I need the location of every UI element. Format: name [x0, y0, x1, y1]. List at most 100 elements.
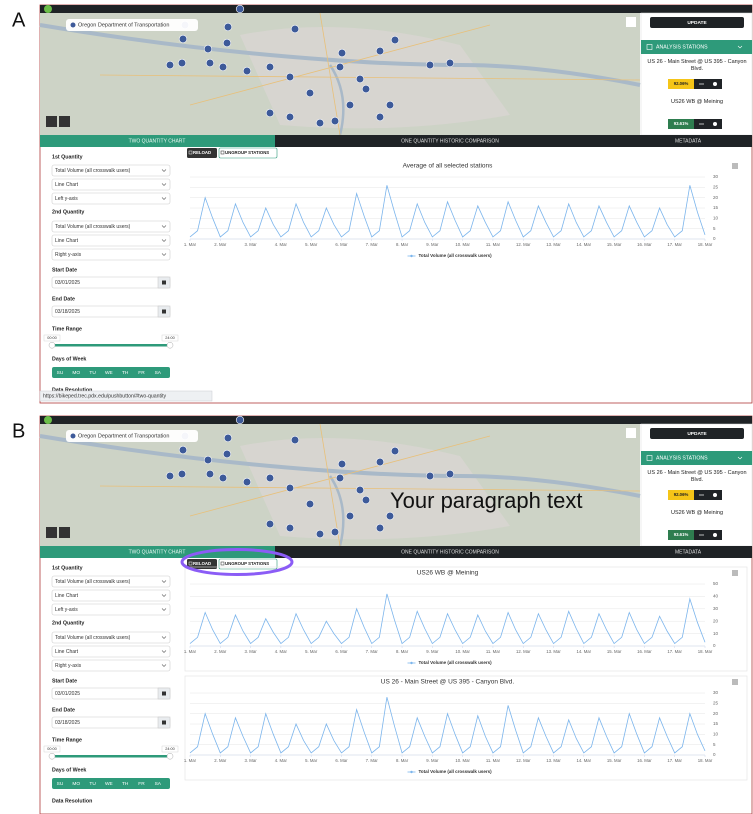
reload-button[interactable] — [187, 148, 217, 158]
slider-handle[interactable] — [48, 752, 56, 760]
select-value[interactable]: Line Chart — [55, 182, 79, 188]
select-box[interactable] — [51, 645, 171, 658]
slider-handle[interactable] — [166, 752, 174, 760]
select-value[interactable]: Total Volume (all crosswalk users) — [55, 579, 131, 585]
reload-button-label[interactable]: RELOAD — [193, 150, 211, 155]
x-tick-label: 16. Mar — [637, 242, 652, 247]
day-toggle[interactable]: MO — [72, 370, 80, 376]
calendar-icon — [162, 691, 166, 696]
select-box[interactable] — [51, 192, 171, 205]
station-actions[interactable] — [694, 490, 722, 500]
day-toggle[interactable]: SU — [57, 370, 64, 376]
map-marker — [290, 24, 300, 34]
day-toggle[interactable]: MO — [72, 781, 80, 787]
tab-label[interactable]: TWO QUANTITY CHART — [129, 138, 186, 144]
map-marker — [345, 100, 355, 110]
slider-value: 24:00 — [165, 336, 175, 340]
map-tool-button[interactable] — [59, 527, 70, 538]
day-toggle[interactable]: TH — [122, 370, 129, 376]
select-box[interactable] — [51, 248, 171, 261]
date-value[interactable]: 03/01/2025 — [55, 691, 80, 697]
map-marker — [315, 529, 325, 539]
day-toggle[interactable]: TH — [122, 781, 129, 787]
map-layers-button[interactable] — [626, 17, 636, 27]
ungroup-button-label[interactable]: UNGROUP STATIONS — [225, 561, 269, 566]
map-marker — [330, 527, 340, 537]
date-value[interactable]: 03/18/2025 — [55, 720, 80, 726]
day-toggle[interactable]: WE — [105, 781, 113, 787]
ungroup-button-label[interactable]: UNGROUP STATIONS — [225, 150, 269, 155]
select-value[interactable]: Left y-axis — [55, 607, 78, 613]
select-value[interactable]: Line Chart — [55, 593, 79, 599]
day-toggle[interactable]: SA — [155, 781, 162, 787]
tab-label[interactable]: ONE QUANTITY HISTORIC COMPARISON — [401, 138, 499, 144]
station-actions[interactable] — [694, 119, 722, 129]
form-label: Time Range — [52, 326, 82, 332]
select-box[interactable] — [51, 234, 171, 247]
day-toggle[interactable]: SU — [57, 781, 64, 787]
slider-value-box — [161, 334, 179, 342]
x-tick-label: 17. Mar — [667, 242, 682, 247]
map-marker — [165, 60, 175, 70]
select-box[interactable] — [51, 589, 171, 602]
x-tick-label: 10. Mar — [455, 649, 470, 654]
ungroup-button[interactable] — [218, 147, 278, 159]
tab-label[interactable]: METADATA — [675, 549, 702, 555]
ungroup-button[interactable] — [218, 558, 278, 570]
select-value[interactable]: Total Volume (all crosswalk users) — [55, 635, 131, 641]
select-box[interactable] — [51, 659, 171, 672]
reload-button[interactable] — [187, 559, 217, 569]
map-layers-button[interactable] — [626, 428, 636, 438]
slider-value-box — [43, 745, 61, 753]
slider-handle[interactable] — [166, 341, 174, 349]
map-marker — [335, 62, 345, 72]
tab-label[interactable]: TWO QUANTITY CHART — [129, 549, 186, 555]
tab-label[interactable]: ONE QUANTITY HISTORIC COMPARISON — [401, 549, 499, 555]
y-tick-label: 10 — [713, 216, 719, 221]
select-box[interactable] — [51, 603, 171, 616]
select-value[interactable]: Right y-axis — [55, 252, 82, 258]
station-actions[interactable] — [694, 79, 722, 89]
slider-handle[interactable] — [48, 341, 56, 349]
select-box[interactable] — [51, 575, 171, 588]
select-value[interactable]: Line Chart — [55, 649, 79, 655]
ungroup-icon — [220, 561, 225, 566]
update-button-label[interactable]: UPDATE — [687, 431, 707, 437]
map-tool-button[interactable] — [59, 116, 70, 127]
day-toggle[interactable]: FR — [138, 370, 145, 376]
map-river — [39, 434, 641, 498]
map-marker — [390, 446, 400, 456]
update-button[interactable] — [650, 428, 744, 439]
map-marker — [305, 88, 315, 98]
data-line — [189, 185, 706, 238]
select-value[interactable]: Right y-axis — [55, 663, 82, 669]
select-box[interactable] — [51, 178, 171, 191]
select-value[interactable]: Total Volume (all crosswalk users) — [55, 224, 131, 230]
select-value[interactable]: Left y-axis — [55, 196, 78, 202]
map-marker — [265, 473, 275, 483]
select-value[interactable]: Line Chart — [55, 238, 79, 244]
update-button-label[interactable]: UPDATE — [687, 20, 707, 26]
map-marker — [235, 415, 245, 425]
select-box[interactable] — [51, 164, 171, 177]
update-button[interactable] — [650, 17, 744, 28]
day-toggle[interactable]: TU — [89, 370, 96, 376]
day-toggle[interactable]: FR — [138, 781, 145, 787]
reload-button-label[interactable]: RELOAD — [193, 561, 211, 566]
x-tick-label: 18. Mar — [698, 242, 713, 247]
select-box[interactable] — [51, 220, 171, 233]
map-tool-button[interactable] — [46, 116, 57, 127]
date-value[interactable]: 03/01/2025 — [55, 280, 80, 286]
map-marker — [375, 457, 385, 467]
date-value[interactable]: 03/18/2025 — [55, 309, 80, 315]
form-label: 1st Quantity — [52, 565, 83, 571]
tab-label[interactable]: METADATA — [675, 138, 702, 144]
day-toggle[interactable]: SA — [155, 370, 162, 376]
station-actions[interactable] — [694, 530, 722, 540]
slider-value: 24:00 — [165, 747, 175, 751]
day-toggle[interactable]: WE — [105, 370, 113, 376]
day-toggle[interactable]: TU — [89, 781, 96, 787]
select-value[interactable]: Total Volume (all crosswalk users) — [55, 168, 131, 174]
select-box[interactable] — [51, 631, 171, 644]
map-tool-button[interactable] — [46, 527, 57, 538]
